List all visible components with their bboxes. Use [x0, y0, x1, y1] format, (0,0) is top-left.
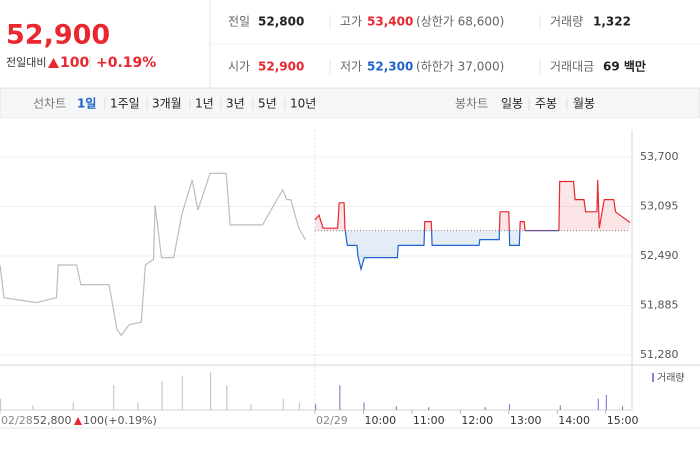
- stat-note: (상한가 68,600): [416, 15, 504, 29]
- summary-pct: (+0.19%): [104, 414, 157, 427]
- volume-bar: [605, 394, 607, 410]
- stat-value: 69 백만: [603, 59, 646, 74]
- x-tick-label: 11:00: [413, 414, 445, 427]
- volume-bar: [339, 385, 341, 410]
- y-tick-label: 52,490: [640, 249, 679, 262]
- summary-price: 52,800: [33, 414, 72, 427]
- stats: 전일 52,800 고가 53,400 (상한가 68,600) 거래량 1,322 시가 52…: [228, 15, 646, 74]
- tab[interactable]: 주봉: [535, 97, 557, 111]
- volume-bar: [250, 404, 252, 410]
- volume-bar: [597, 398, 599, 410]
- tab[interactable]: 1주일: [110, 97, 140, 111]
- area: [315, 179, 630, 270]
- volume-bar: [363, 402, 365, 410]
- x-tick-label: 10:00: [364, 414, 396, 427]
- tab[interactable]: 1일: [77, 97, 96, 111]
- tab[interactable]: 일봉: [501, 97, 523, 111]
- change: 100: [60, 55, 89, 71]
- stat-value: 52,900: [258, 60, 304, 74]
- x-tick-label: 13:00: [510, 414, 542, 427]
- volume-bar: [508, 404, 511, 410]
- volume-bar: [161, 381, 163, 410]
- volume-bar: [0, 398, 2, 410]
- price-line: [0, 172, 306, 337]
- stat-label: 거래대금: [550, 60, 594, 74]
- change-pct: +0.19%: [96, 55, 156, 71]
- volume-bar: [621, 406, 624, 410]
- summary-change: 100: [83, 414, 104, 427]
- up-icon: [74, 417, 82, 425]
- stat-label: 시가: [228, 60, 250, 74]
- stat-value: 53,400: [367, 15, 413, 29]
- volume-bar: [282, 398, 284, 410]
- tab[interactable]: 3년: [226, 97, 245, 111]
- stat-value: 52,800: [258, 15, 304, 29]
- price-line: [314, 179, 631, 272]
- stat-note: (하한가 37,000): [416, 60, 504, 74]
- volume-bar: [137, 402, 139, 410]
- tab[interactable]: 3개월: [152, 97, 182, 111]
- volume-bar: [559, 405, 561, 410]
- volume-bar: [395, 406, 397, 410]
- tab-group-label: 선차트: [33, 97, 66, 111]
- y-tick-label: 53,700: [640, 150, 679, 163]
- legend-swatch: [652, 373, 654, 382]
- y-tick-label: 51,885: [640, 299, 679, 312]
- legend-label: 거래량: [657, 372, 685, 384]
- stat-label: 전일: [228, 15, 250, 29]
- volume-bar: [72, 402, 74, 410]
- x-tick-label: 02/29: [316, 414, 348, 427]
- volume-bar: [298, 402, 301, 410]
- stat-value: 1,322: [593, 15, 631, 29]
- chart-bg: [0, 118, 700, 428]
- tab[interactable]: 10년: [290, 97, 316, 111]
- y-tick-label: 53,095: [640, 200, 679, 213]
- y-tick-label: 51,280: [640, 348, 679, 361]
- x-tick-label: 12:00: [461, 414, 493, 427]
- tab-group-label: 봉차트: [455, 97, 488, 111]
- volume-bar: [181, 375, 183, 410]
- volume-bar: [32, 405, 34, 410]
- change-label: 전일대비: [6, 55, 46, 69]
- stat-label: 고가: [340, 15, 362, 29]
- tab[interactable]: 월봉: [573, 97, 595, 111]
- stat-value: 52,300: [367, 60, 413, 74]
- volume-bar: [113, 385, 115, 410]
- volume-bar: [428, 407, 430, 410]
- x-tick-label: 02/28: [1, 414, 33, 427]
- x-tick-label: 14:00: [558, 414, 590, 427]
- plot: 51,280 51,885 52,490 53,095 53,700 02/28 02/29…: [0, 130, 685, 427]
- price: 52,900: [6, 20, 110, 51]
- volume-bar: [484, 407, 486, 410]
- tabs: 선차트 1일 1주일 3개월 1년 3년 5년 10년 봉차트 일봉 주봉 월봉: [33, 97, 595, 111]
- volume-bar: [226, 385, 228, 410]
- stat-label: 거래량: [550, 15, 583, 29]
- x-tick-label: 15:00: [607, 414, 639, 427]
- volume-bar: [315, 404, 317, 410]
- volume-bar: [210, 372, 212, 410]
- tab[interactable]: 5년: [258, 97, 277, 111]
- tab[interactable]: 1년: [195, 97, 214, 111]
- up-icon: [48, 58, 59, 68]
- stat-label: 저가: [340, 60, 362, 74]
